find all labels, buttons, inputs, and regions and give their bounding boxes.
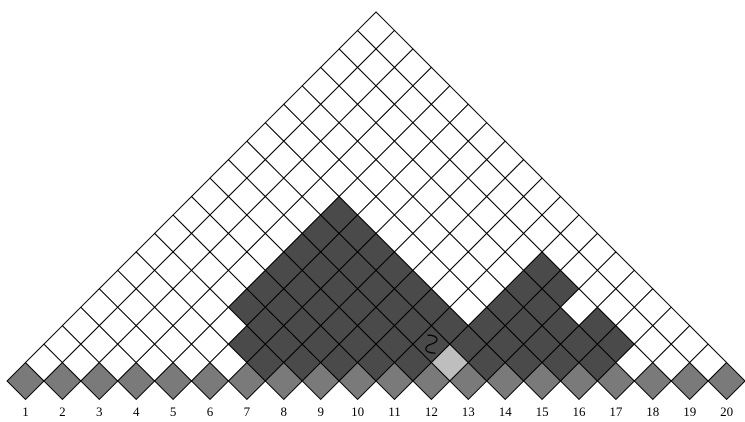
overlay-layer [425,334,438,354]
x-tick-label: 14 [499,404,513,419]
x-tick-label: 1 [22,404,29,419]
squiggle-marker [425,334,438,354]
x-tick-label: 15 [536,404,549,419]
x-tick-label: 4 [133,404,140,419]
x-axis-labels: 1 2 3 4 5 6 7 8 9 10 11 12 13 14 15 16 17 18 19 20 [22,404,733,419]
x-tick-label: 5 [170,404,177,419]
x-tick-label: 11 [388,404,401,419]
x-tick-label: 9 [317,404,324,419]
x-tick-label: 18 [646,404,659,419]
x-tick-label: 16 [573,404,587,419]
x-tick-label: 20 [720,404,733,419]
cell-grid [6,11,745,401]
x-tick-label: 7 [244,404,251,419]
x-tick-label: 2 [59,404,66,419]
x-tick-label: 19 [683,404,696,419]
x-tick-label: 3 [96,404,103,419]
x-tick-label: 8 [281,404,288,419]
x-tick-label: 6 [207,404,214,419]
x-tick-label: 13 [462,404,475,419]
x-tick-label: 12 [425,404,438,419]
x-tick-label: 10 [351,404,364,419]
cell-20-20 [707,361,745,401]
x-tick-label: 17 [609,404,623,419]
